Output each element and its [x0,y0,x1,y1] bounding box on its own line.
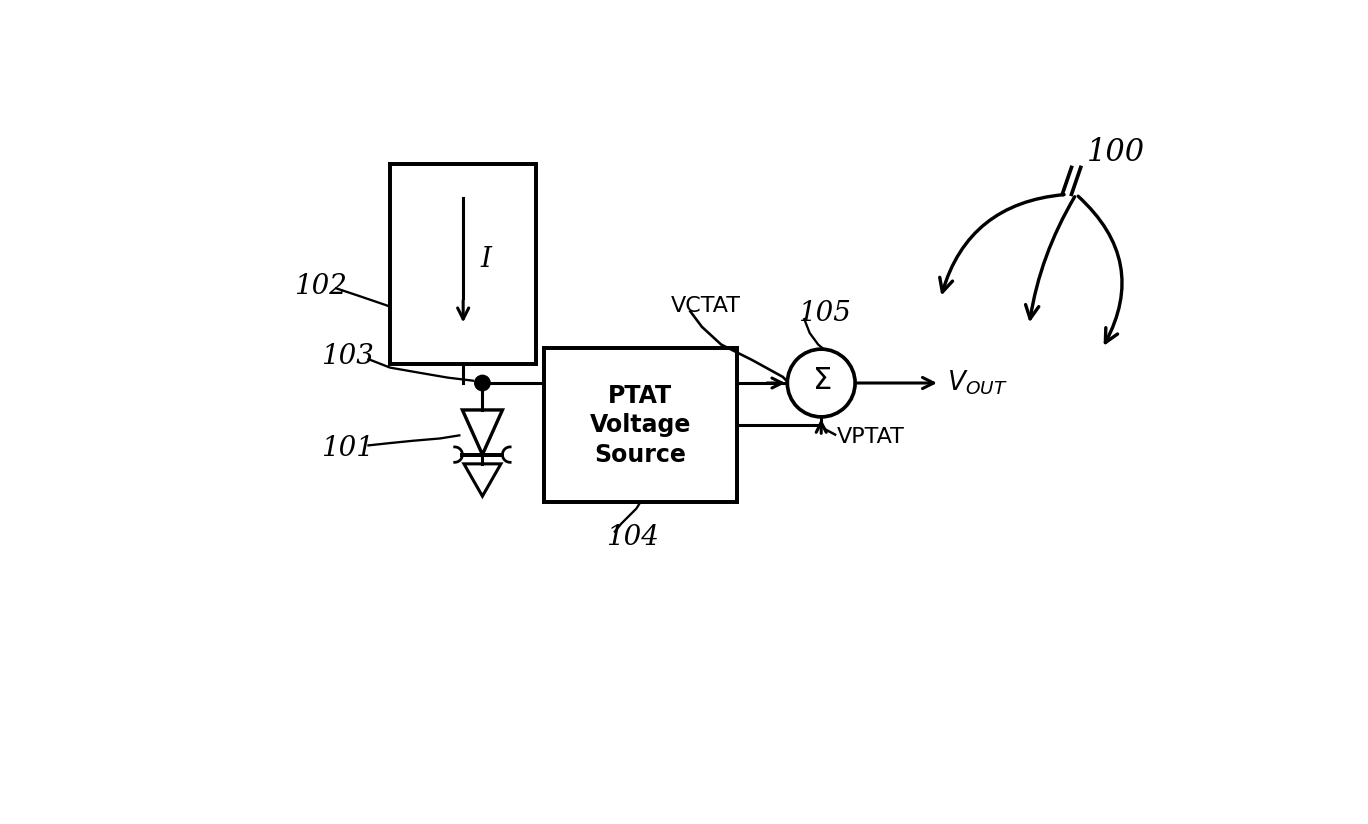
Text: Source: Source [594,442,687,466]
Text: 105: 105 [798,300,851,327]
Text: 102: 102 [294,274,346,300]
Text: $\Sigma$: $\Sigma$ [811,366,830,396]
Text: I: I [480,246,491,274]
Bar [390,163,536,363]
Text: 103: 103 [320,343,373,369]
Bar [544,349,736,503]
Text: Voltage: Voltage [590,414,691,438]
Text: 101: 101 [320,435,373,462]
Text: PTAT: PTAT [609,384,672,408]
Text: 100: 100 [1086,137,1145,167]
Circle shape [475,375,490,391]
Circle shape [788,349,855,417]
Text: VCTAT: VCTAT [672,296,741,316]
Text: $\mathit{V}_{OUT}$: $\mathit{V}_{OUT}$ [948,369,1008,397]
Text: 104: 104 [606,523,658,550]
Text: VPTAT: VPTAT [837,427,904,447]
